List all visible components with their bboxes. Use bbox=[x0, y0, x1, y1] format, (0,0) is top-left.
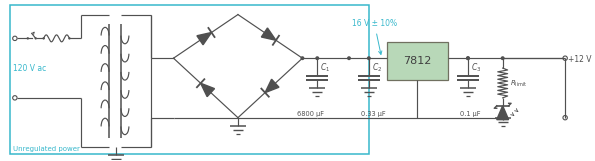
Circle shape bbox=[35, 37, 37, 40]
Circle shape bbox=[367, 56, 371, 60]
Circle shape bbox=[466, 56, 470, 60]
Circle shape bbox=[347, 56, 351, 60]
Polygon shape bbox=[265, 79, 279, 93]
Text: 0.1 μF: 0.1 μF bbox=[460, 111, 481, 117]
Circle shape bbox=[42, 37, 45, 40]
Bar bbox=[10, 5, 369, 154]
Text: 120 V ac: 120 V ac bbox=[13, 64, 46, 73]
Circle shape bbox=[68, 37, 71, 40]
Text: Unregulated power: Unregulated power bbox=[13, 146, 80, 152]
Polygon shape bbox=[261, 28, 276, 40]
Circle shape bbox=[27, 37, 29, 40]
Circle shape bbox=[300, 56, 305, 60]
Text: 7812: 7812 bbox=[403, 56, 431, 66]
Text: $C_2$: $C_2$ bbox=[372, 62, 382, 74]
Text: $C_1$: $C_1$ bbox=[320, 62, 330, 74]
Text: $R_{\mathrm{limit}}$: $R_{\mathrm{limit}}$ bbox=[510, 79, 527, 89]
Text: 16 V ± 10%: 16 V ± 10% bbox=[352, 19, 397, 54]
Text: 0.33 μF: 0.33 μF bbox=[361, 111, 386, 117]
Circle shape bbox=[315, 56, 320, 60]
Text: $C_3$: $C_3$ bbox=[471, 62, 481, 74]
Polygon shape bbox=[201, 83, 215, 97]
Circle shape bbox=[501, 56, 505, 60]
Polygon shape bbox=[497, 106, 509, 120]
Text: 6800 μF: 6800 μF bbox=[298, 111, 324, 117]
Text: +12 V: +12 V bbox=[568, 55, 591, 64]
Polygon shape bbox=[197, 33, 211, 45]
Circle shape bbox=[466, 56, 470, 60]
Bar bbox=[387, 42, 448, 80]
